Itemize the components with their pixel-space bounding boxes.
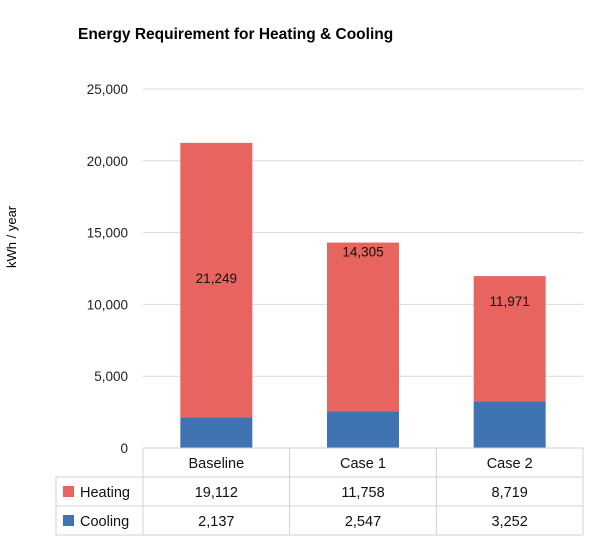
y-tick-label: 0 bbox=[120, 441, 128, 456]
y-tick-label: 15,000 bbox=[87, 226, 128, 241]
bar-cooling bbox=[180, 417, 253, 448]
table-cell-cooling: 2,137 bbox=[198, 514, 234, 530]
chart-title: Energy Requirement for Heating & Cooling bbox=[78, 26, 394, 43]
bar-heating bbox=[327, 242, 399, 412]
bar-cooling bbox=[473, 401, 546, 448]
y-tick-label: 10,000 bbox=[87, 297, 128, 312]
data-label-total: 11,971 bbox=[490, 294, 530, 309]
table-cell-heating: 19,112 bbox=[195, 485, 238, 501]
bar-heating bbox=[473, 276, 546, 402]
table-cell-heating: 8,719 bbox=[492, 485, 528, 501]
y-tick-label: 25,000 bbox=[87, 82, 128, 97]
data-label-total: 21,249 bbox=[196, 271, 237, 286]
x-tick-label: Case 1 bbox=[340, 456, 386, 472]
bar-heating bbox=[180, 142, 253, 418]
y-tick-label: 5,000 bbox=[94, 369, 128, 384]
x-tick-label: Case 2 bbox=[487, 456, 533, 472]
x-tick-label: Baseline bbox=[189, 456, 245, 472]
bar-cooling bbox=[327, 411, 399, 448]
table-cell-heating: 11,758 bbox=[341, 485, 384, 501]
legend-swatch-heating bbox=[63, 486, 74, 497]
y-tick-label: 20,000 bbox=[87, 154, 128, 169]
data-label-total: 14,305 bbox=[342, 245, 383, 260]
table-cell-cooling: 3,252 bbox=[492, 514, 528, 530]
legend-label-cooling: Cooling bbox=[80, 514, 129, 530]
legend-swatch-cooling bbox=[63, 515, 74, 526]
table-cell-cooling: 2,547 bbox=[345, 514, 381, 530]
legend-label-heating: Heating bbox=[80, 485, 130, 501]
